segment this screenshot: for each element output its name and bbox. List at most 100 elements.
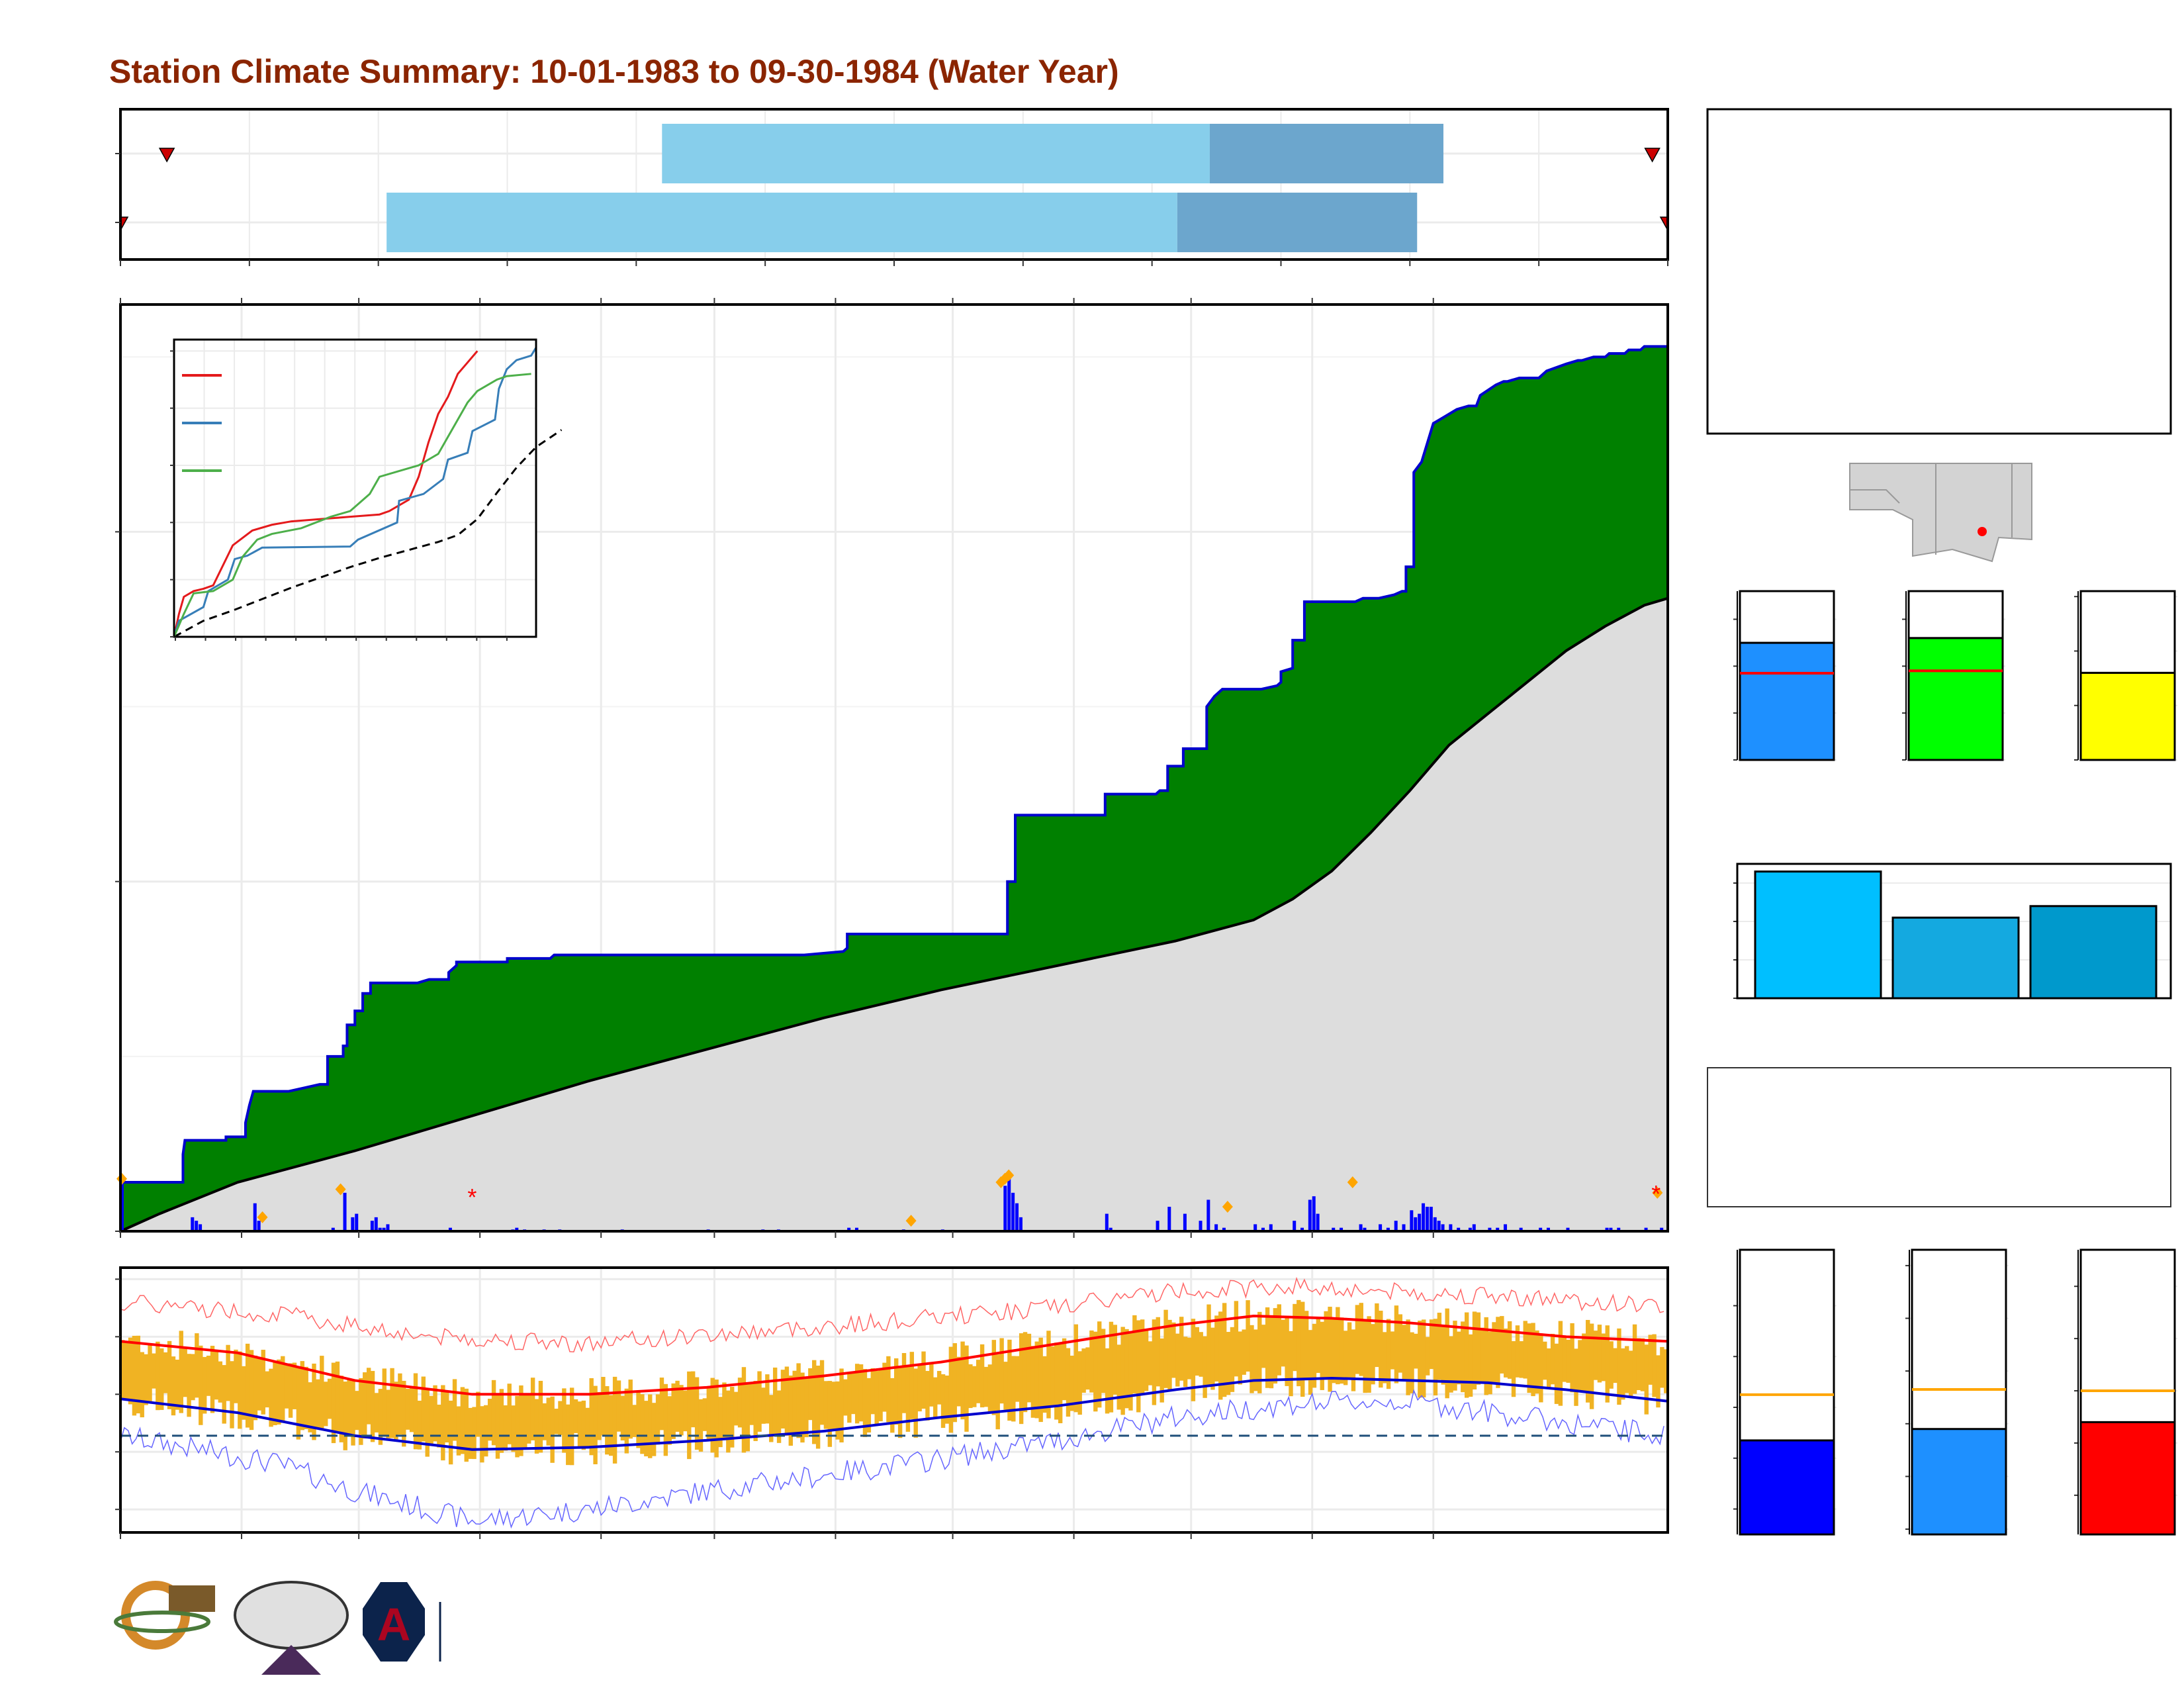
temp-summary-T-mean [1905, 1248, 2009, 1536]
daily-precip-bar [1011, 1192, 1015, 1231]
daily-temp-bar [296, 1367, 301, 1440]
daily-temp-bar [1621, 1348, 1625, 1400]
daily-temp-bar [609, 1395, 614, 1456]
daily-temp-bar [445, 1391, 449, 1443]
daily-temp-bar [687, 1371, 692, 1460]
daily-temp-bar [1504, 1328, 1508, 1378]
daily-temp-bar [140, 1352, 144, 1418]
daily-temp-bar [1394, 1305, 1399, 1383]
daily-temp-bar [1433, 1319, 1438, 1396]
daily-temp-bar [1285, 1317, 1289, 1386]
location-map [1846, 460, 2032, 566]
daily-temp-bar [1210, 1327, 1215, 1390]
daily-temp-bar [1480, 1327, 1485, 1382]
daily-temp-bar [1320, 1321, 1324, 1390]
daily-temp-bar [1042, 1356, 1047, 1413]
daily-temp-bar [222, 1365, 226, 1424]
daily-temp-bar [1636, 1338, 1641, 1390]
daily-temp-bar [1535, 1330, 1539, 1394]
daily-temp-bar [698, 1399, 704, 1452]
daily-temp-bar [273, 1361, 277, 1425]
daily-temp-bar [890, 1378, 895, 1433]
daily-precip-bar [1386, 1227, 1390, 1231]
daily-precip-bar [343, 1192, 347, 1231]
daily-temp-bar [1026, 1333, 1032, 1403]
cumulative-1984-line [119, 345, 1668, 1232]
daily-temp-bar [987, 1364, 993, 1412]
daily-temp-bar [249, 1350, 254, 1430]
daily-temp-bar [827, 1381, 833, 1447]
daily-temp-bar [503, 1405, 508, 1451]
daily-temp-bar [1656, 1355, 1661, 1408]
daily-temp-bar [495, 1393, 500, 1459]
daily-temp-bar [1461, 1321, 1465, 1393]
precip-events-panel [1733, 863, 2172, 1000]
daily-temp-bar [156, 1341, 160, 1411]
daily-temp-bar [1340, 1317, 1344, 1384]
timing-panel [120, 109, 1668, 259]
daily-precip-bar [257, 1221, 261, 1231]
daily-temp-bar [1648, 1335, 1653, 1385]
daily-temp-bar [812, 1360, 817, 1444]
first-marker [120, 216, 129, 232]
daily-temp-bar [866, 1378, 872, 1433]
average-min-line [120, 1376, 1668, 1451]
daily-temp-bar [1203, 1336, 1207, 1398]
daily-temp-bar [378, 1389, 383, 1445]
daily-precip-bar [1410, 1210, 1414, 1231]
dry-spells-frame [1707, 1067, 2171, 1207]
daily-temp-bar [1523, 1321, 1527, 1379]
daily-temp-bar [484, 1405, 488, 1457]
missing-marker: * [467, 1184, 477, 1211]
temp-summary-bar [2079, 1421, 2176, 1536]
inset-series-line-1972 [173, 350, 478, 637]
precip-event-bar [1891, 916, 2020, 1000]
inset-frame [173, 338, 537, 638]
daily-temp-bar [1261, 1325, 1266, 1368]
daily-temp-bar [1257, 1311, 1262, 1393]
daily-temp-bar [1069, 1355, 1075, 1411]
daily-temp-bar [1081, 1348, 1086, 1393]
daily-temp-bar [1195, 1327, 1200, 1376]
daily-temp-bar [1308, 1330, 1313, 1395]
climas-logo [114, 1581, 215, 1650]
daily-temp-bar [187, 1354, 191, 1417]
precip-frame [119, 303, 1669, 1233]
daily-temp-bar [1136, 1320, 1141, 1413]
daily-temp-bar [1050, 1346, 1055, 1407]
daily-temp-bar [569, 1387, 574, 1466]
daily-temp-bar [210, 1346, 215, 1413]
events-frame [1736, 863, 2172, 1000]
daily-temp-bar [601, 1377, 606, 1436]
daily-temp-bar [1375, 1303, 1379, 1368]
daily-temp-bar [339, 1376, 344, 1442]
daily-temp-bar [1128, 1331, 1133, 1411]
daily-temp-bar [152, 1353, 156, 1389]
daily-temp-bar [144, 1354, 148, 1405]
daily-temp-bar [425, 1388, 430, 1457]
last-marker [1659, 216, 1668, 232]
daily-precip-bar [1609, 1227, 1613, 1231]
daily-temp-bar [546, 1397, 551, 1446]
summary-label-box [1907, 590, 2004, 639]
daily-temp-bar [1492, 1322, 1496, 1383]
daily-precip-bar [378, 1227, 382, 1231]
daily-temp-bar [507, 1383, 512, 1444]
daily-temp-bar [823, 1381, 829, 1429]
daily-temp-bar [690, 1371, 696, 1428]
daily-temp-bar [722, 1382, 727, 1440]
climas-logo-orbit [114, 1611, 210, 1633]
daily-temp-bar [1488, 1331, 1492, 1395]
daily-precip-bar [1015, 1203, 1019, 1231]
daily-temp-bar [1144, 1330, 1149, 1391]
daily-temp-bar [917, 1364, 922, 1412]
daily-temp-bar [1445, 1308, 1449, 1399]
ua-logo: A [363, 1582, 441, 1662]
daily-temp-bar [1312, 1323, 1317, 1388]
daily-temp-bar [858, 1364, 864, 1422]
daily-temp-bar [1644, 1344, 1649, 1415]
daily-precip-bar [1425, 1207, 1429, 1231]
daily-precip-bar [1253, 1224, 1257, 1231]
daily-temp-bar [413, 1373, 418, 1450]
daily-temp-bar [472, 1407, 477, 1460]
